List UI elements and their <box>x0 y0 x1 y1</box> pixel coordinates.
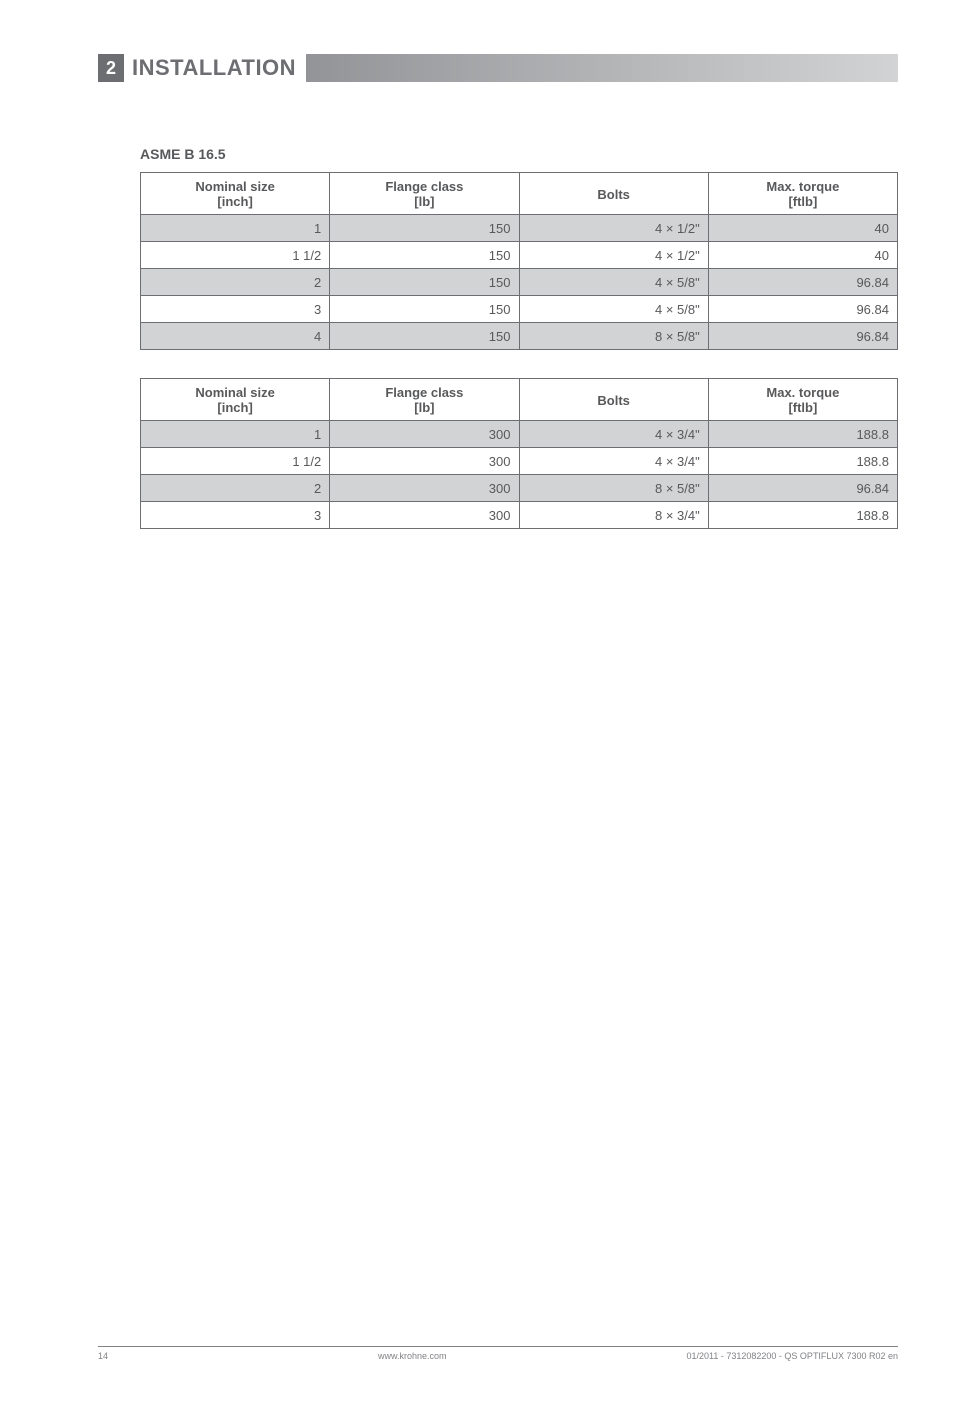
cell-bolts: 8 × 5/8" <box>519 475 708 502</box>
header-bar: 2 INSTALLATION <box>98 54 898 82</box>
page-number: 14 <box>98 1351 138 1361</box>
cell-nominal: 3 <box>141 296 330 323</box>
table-row: 2 300 8 × 5/8" 96.84 <box>141 475 898 502</box>
cell-flange: 150 <box>330 323 519 350</box>
cell-torque: 96.84 <box>708 475 897 502</box>
table-row: 3 150 4 × 5/8" 96.84 <box>141 296 898 323</box>
product-name: OPTIFLUX 7300 <box>768 114 888 129</box>
torque-table-150: Nominal size[inch] Flange class[lb] Bolt… <box>140 172 898 350</box>
cell-torque: 96.84 <box>708 269 897 296</box>
cell-bolts: 4 × 3/4" <box>519 448 708 475</box>
cell-nominal: 1 <box>141 421 330 448</box>
table-row: 4 150 8 × 5/8" 96.84 <box>141 323 898 350</box>
cell-bolts: 4 × 5/8" <box>519 269 708 296</box>
cell-nominal: 1 1/2 <box>141 242 330 269</box>
table-header-row: Nominal size[inch] Flange class[lb] Bolt… <box>141 379 898 421</box>
header-gradient <box>306 54 898 82</box>
cell-bolts: 4 × 1/2" <box>519 242 708 269</box>
cell-flange: 300 <box>330 421 519 448</box>
table-row: 2 150 4 × 5/8" 96.84 <box>141 269 898 296</box>
cell-nominal: 2 <box>141 269 330 296</box>
cell-nominal: 1 1/2 <box>141 448 330 475</box>
cell-torque: 96.84 <box>708 296 897 323</box>
table-header-row: Nominal size[inch] Flange class[lb] Bolt… <box>141 173 898 215</box>
cell-bolts: 4 × 5/8" <box>519 296 708 323</box>
table-row: 3 300 8 × 3/4" 188.8 <box>141 502 898 529</box>
footer-doc-id: 01/2011 - 7312082200 - QS OPTIFLUX 7300 … <box>687 1351 898 1361</box>
cell-torque: 96.84 <box>708 323 897 350</box>
cell-bolts: 4 × 1/2" <box>519 215 708 242</box>
col-nominal: Nominal size[inch] <box>141 173 330 215</box>
cell-nominal: 4 <box>141 323 330 350</box>
cell-nominal: 2 <box>141 475 330 502</box>
cell-torque: 188.8 <box>708 448 897 475</box>
table-row: 1 300 4 × 3/4" 188.8 <box>141 421 898 448</box>
cell-flange: 150 <box>330 242 519 269</box>
cell-torque: 188.8 <box>708 502 897 529</box>
cell-flange: 300 <box>330 475 519 502</box>
col-torque: Max. torque[ftlb] <box>708 173 897 215</box>
cell-nominal: 3 <box>141 502 330 529</box>
cell-bolts: 4 × 3/4" <box>519 421 708 448</box>
torque-table-300: Nominal size[inch] Flange class[lb] Bolt… <box>140 378 898 529</box>
table-row: 1 150 4 × 1/2" 40 <box>141 215 898 242</box>
cell-bolts: 8 × 5/8" <box>519 323 708 350</box>
footer: 14 www.krohne.com 01/2011 - 7312082200 -… <box>98 1346 898 1361</box>
col-flange: Flange class[lb] <box>330 173 519 215</box>
cell-flange: 300 <box>330 448 519 475</box>
col-bolts: Bolts <box>519 379 708 421</box>
cell-flange: 300 <box>330 502 519 529</box>
cell-nominal: 1 <box>141 215 330 242</box>
content-area: ASME B 16.5 Nominal size[inch] Flange cl… <box>140 146 898 529</box>
cell-flange: 150 <box>330 269 519 296</box>
col-nominal: Nominal size[inch] <box>141 379 330 421</box>
col-flange: Flange class[lb] <box>330 379 519 421</box>
cell-bolts: 8 × 3/4" <box>519 502 708 529</box>
table-row: 1 1/2 150 4 × 1/2" 40 <box>141 242 898 269</box>
col-bolts: Bolts <box>519 173 708 215</box>
footer-url: www.krohne.com <box>138 1351 687 1361</box>
cell-torque: 40 <box>708 242 897 269</box>
cell-torque: 188.8 <box>708 421 897 448</box>
cell-flange: 150 <box>330 296 519 323</box>
col-torque: Max. torque[ftlb] <box>708 379 897 421</box>
cell-torque: 40 <box>708 215 897 242</box>
table-group-title: ASME B 16.5 <box>140 146 898 162</box>
section-title: INSTALLATION <box>124 54 296 82</box>
table-row: 1 1/2 300 4 × 3/4" 188.8 <box>141 448 898 475</box>
section-number: 2 <box>98 54 124 82</box>
cell-flange: 150 <box>330 215 519 242</box>
